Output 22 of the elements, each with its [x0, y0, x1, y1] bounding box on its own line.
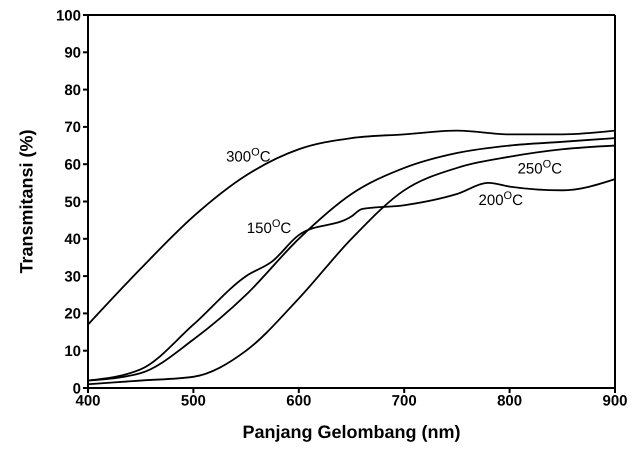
- series-label: 250$^{O}$C: [518, 158, 562, 178]
- y-axis-title: Transmitansi (%): [16, 129, 36, 274]
- series-label: 200$^{O}$C: [478, 190, 524, 209]
- x-axis-title: Panjang Gelombang (nm): [242, 422, 461, 442]
- y-tick-label: 90: [64, 44, 81, 62]
- y-tick-label: 40: [64, 231, 81, 248]
- series-label: 300$^{O}$C: [226, 146, 271, 166]
- y-tick-label: 100: [56, 7, 81, 24]
- y-tick-label: 70: [64, 119, 81, 136]
- y-tick-label: 80: [64, 82, 81, 99]
- y-tick-label: 50: [64, 194, 81, 211]
- y-tick-label: 10: [64, 343, 81, 360]
- y-tick-label: 30: [64, 268, 81, 286]
- x-tick-label: 500: [180, 392, 206, 410]
- x-tick-label: 400: [75, 392, 101, 410]
- x-tick-label: 800: [497, 392, 522, 410]
- x-tick-label: 700: [392, 392, 417, 410]
- y-tick-label: 20: [64, 306, 81, 323]
- x-tick-label: 900: [602, 392, 628, 410]
- y-tick-label: 60: [64, 156, 81, 174]
- x-tick-label: 600: [286, 392, 312, 410]
- series-label: 150$^{O}$C: [246, 218, 292, 237]
